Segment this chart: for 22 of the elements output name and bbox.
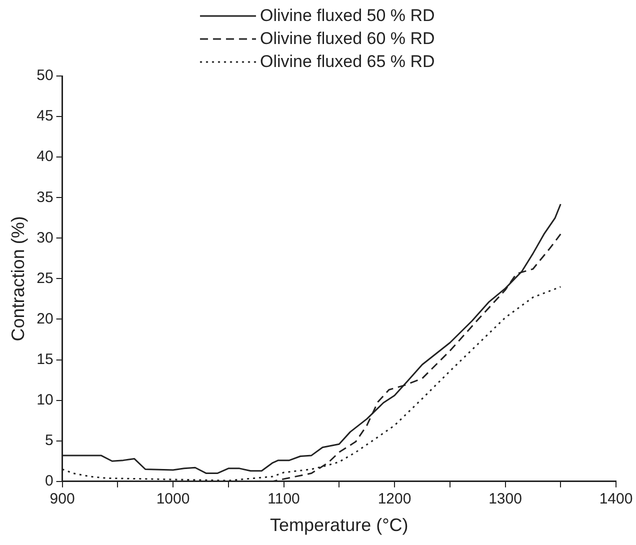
x-tick-label: 1100	[268, 490, 300, 508]
x-axis-title: Temperature (°C)	[270, 515, 408, 536]
y-tick-label: 30	[36, 229, 54, 246]
y-tick-label: 15	[36, 350, 54, 368]
y-tick-label: 10	[36, 391, 54, 408]
y-tick-label: 35	[36, 188, 54, 206]
y-tick-label: 25	[36, 270, 54, 287]
x-tick-label: 1400	[599, 490, 633, 508]
x-tick-label: 1300	[488, 490, 522, 508]
x-tick-label: 1000	[156, 490, 190, 508]
x-tick-label: 1200	[378, 490, 412, 508]
y-tick-label: 0	[44, 472, 54, 490]
y-tick-label: 5	[44, 432, 54, 449]
y-tick-label: 40	[36, 148, 54, 166]
legend-label: Olivine fluxed 50 % RD	[260, 6, 435, 26]
y-axis-title: Contraction (%)	[8, 216, 28, 342]
legend-label: Olivine fluxed 65 % RD	[260, 52, 435, 72]
y-tick-label: 45	[36, 108, 54, 125]
y-tick-label: 20	[36, 310, 54, 328]
legend-label: Olivine fluxed 60 % RD	[260, 28, 435, 48]
y-tick-label: 50	[36, 67, 54, 84]
x-tick-label: 900	[50, 490, 75, 508]
